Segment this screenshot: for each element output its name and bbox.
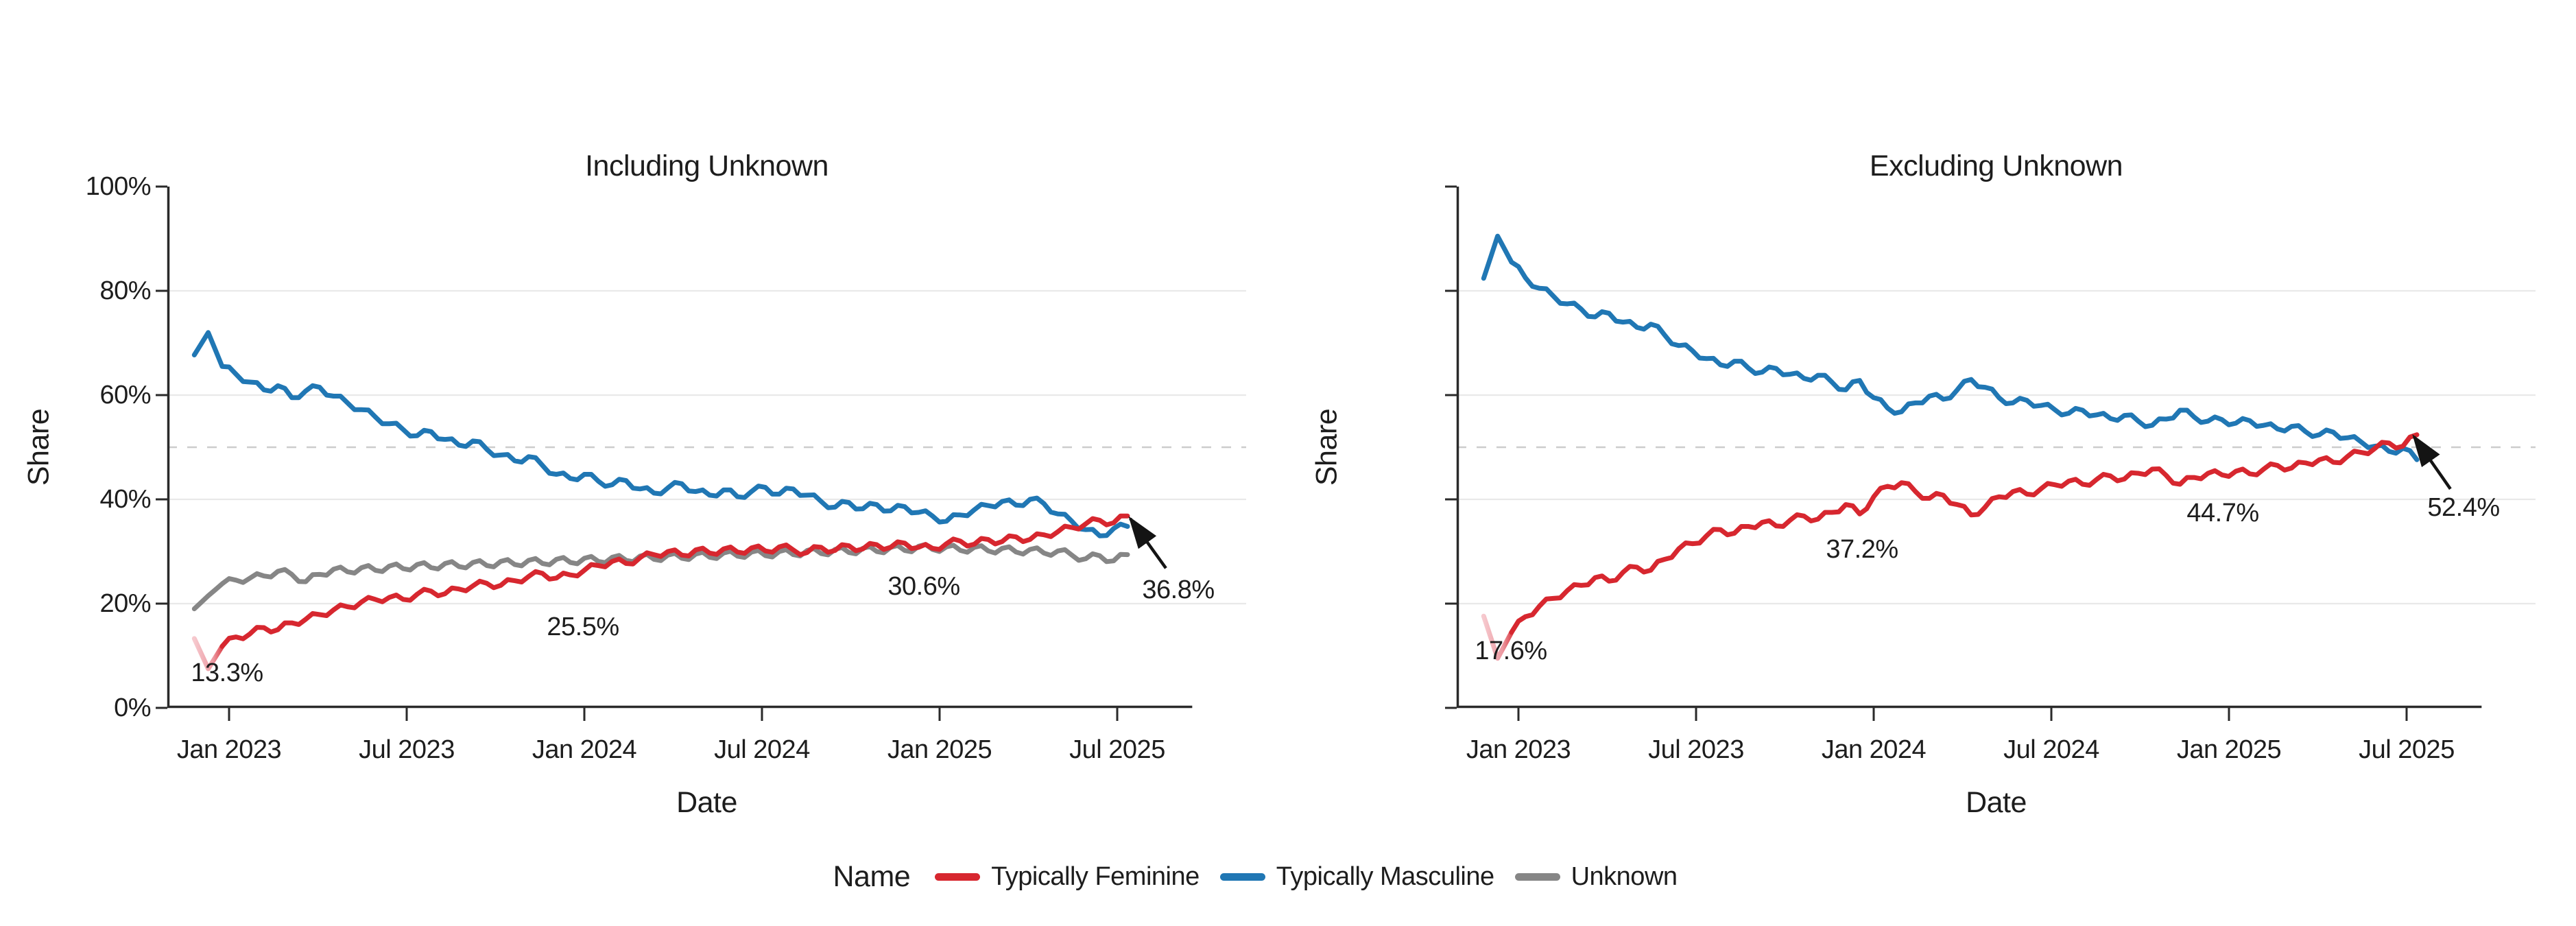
legend-title: Name	[833, 860, 911, 893]
legend-item-label: Typically Feminine	[991, 862, 1200, 891]
series-line-typically-feminine	[219, 513, 1130, 649]
legend-item-typically-masculine: Typically Masculine	[1219, 862, 1494, 892]
series-line-unknown	[191, 542, 1130, 612]
y-tick-20: 20%	[99, 589, 151, 618]
x-tick-jul2025-right: Jul 2025	[2359, 735, 2455, 764]
series-line-typically-masculine	[191, 330, 1130, 538]
series-line-typically-feminine	[1509, 432, 2420, 635]
legend-item-label: Unknown	[1571, 862, 1678, 891]
series-line-typically-feminine-fade-start	[1481, 613, 1514, 661]
legend-item-unknown: Unknown	[1514, 862, 1678, 892]
y-tick-100: 100%	[85, 172, 152, 201]
annotation-label: 17.6%	[1475, 637, 1547, 665]
y-tick-60: 60%	[99, 381, 151, 409]
annotation-label: 52.4%	[2427, 493, 2499, 522]
x-tick-jul2023-right: Jul 2023	[1648, 735, 1744, 764]
feminine-line-swatch-icon	[935, 873, 981, 881]
series-line-typically-feminine-fade-start	[191, 636, 225, 672]
y-tick-0: 0%	[114, 693, 151, 722]
annotation-label: 44.7%	[2186, 499, 2258, 527]
x-tick-jan2024-right: Jan 2024	[1821, 735, 1927, 764]
legend: Name Typically Feminine Typically Mascul…	[0, 860, 2543, 894]
right-chart-plot-area: 17.6% 37.2% 44.7% 52.4%	[1445, 185, 2536, 721]
legend-item-label: Typically Masculine	[1276, 862, 1494, 891]
x-tick-jan2024-left: Jan 2024	[532, 735, 637, 764]
annotation-label: 13.3%	[191, 658, 263, 687]
y-tick-80: 80%	[99, 276, 151, 305]
x-tick-jan2025-left: Jan 2025	[887, 735, 992, 764]
series-line-typically-masculine	[1481, 233, 2420, 462]
x-tick-jan2023-right: Jan 2023	[1466, 735, 1571, 764]
left-y-axis-label: Share	[22, 408, 56, 486]
x-tick-jan2023-left: Jan 2023	[176, 735, 282, 764]
x-tick-jul2024-left: Jul 2024	[714, 735, 810, 764]
annotation-label: 25.5%	[547, 613, 619, 641]
legend-item-typically-feminine: Typically Feminine	[935, 862, 1200, 892]
y-tick-40: 40%	[99, 485, 151, 514]
x-tick-jan2025-right: Jan 2025	[2176, 735, 2282, 764]
x-tick-jul2024-right: Jul 2024	[2003, 735, 2099, 764]
masculine-line-swatch-icon	[1219, 873, 1265, 881]
annotation-label: 36.8%	[1142, 575, 1214, 604]
left-chart-title: Including Unknown	[585, 150, 828, 182]
unknown-line-swatch-icon	[1514, 873, 1560, 881]
annotation-label: 30.6%	[887, 572, 959, 601]
left-chart-plot-area: 13.3% 25.5% 30.6% 36.8%	[156, 185, 1246, 721]
annotation-arrow	[2412, 434, 2452, 490]
left-x-axis-label: Date	[676, 786, 737, 819]
annotation-arrow	[1128, 516, 1167, 569]
right-y-axis-label: Share	[1310, 408, 1344, 486]
right-chart-title: Excluding Unknown	[1869, 150, 2123, 182]
x-tick-jul2025-left: Jul 2025	[1069, 735, 1165, 764]
annotation-label: 37.2%	[1826, 535, 1898, 564]
x-tick-jul2023-left: Jul 2023	[359, 735, 455, 764]
right-x-axis-label: Date	[1966, 786, 2027, 819]
